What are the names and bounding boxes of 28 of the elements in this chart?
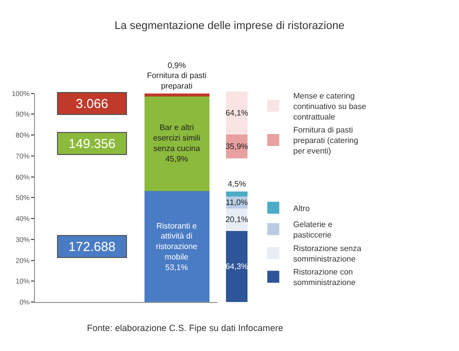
series-label: Bar e altri esercizi simili senza cucina: [153, 123, 201, 154]
bar: [144, 95, 210, 192]
data-label: 35,9%: [225, 142, 248, 151]
annotation: 172.688: [68, 239, 116, 254]
annotation: 149.356: [68, 136, 116, 151]
source-note: Fonte: elaborazione C.S. Fipe su dati Infocamere: [87, 323, 284, 333]
annotation: 3.066: [76, 96, 108, 111]
bar: [226, 230, 248, 302]
data-label: 11,0%: [226, 198, 248, 207]
legend-label: Mense e catering continuativo su base contrattuale: [293, 91, 367, 122]
data-label: 53,1%: [165, 262, 188, 272]
data-label: 64,1%: [225, 108, 248, 118]
legend-label: Ristorazione con somministrazione: [293, 268, 356, 288]
bar: [144, 191, 210, 302]
bar: [144, 94, 210, 96]
data-label: 20,1%: [225, 215, 248, 224]
data-label: 4,5%: [228, 179, 246, 188]
chart-title: La segmentazione delle imprese di ristorazione: [114, 20, 344, 32]
legend-label: Ristorazione senza somministrazione: [293, 244, 362, 264]
series-label: Ristoranti e attività di ristorazione mobile: [156, 221, 198, 262]
data-label: 0,9%: [168, 60, 186, 70]
legend-label: Gelaterie e pasticcerie: [293, 220, 333, 240]
bar: [226, 191, 248, 196]
data-label: 45,9%: [165, 154, 188, 164]
series-label: Fornitura di pasti preparati: [146, 71, 207, 91]
data-label: 64,3%: [225, 262, 248, 271]
legend-label: Fornitura di pasti preparati (catering per eventi): [293, 126, 358, 156]
legend-label: Altro: [293, 204, 310, 213]
